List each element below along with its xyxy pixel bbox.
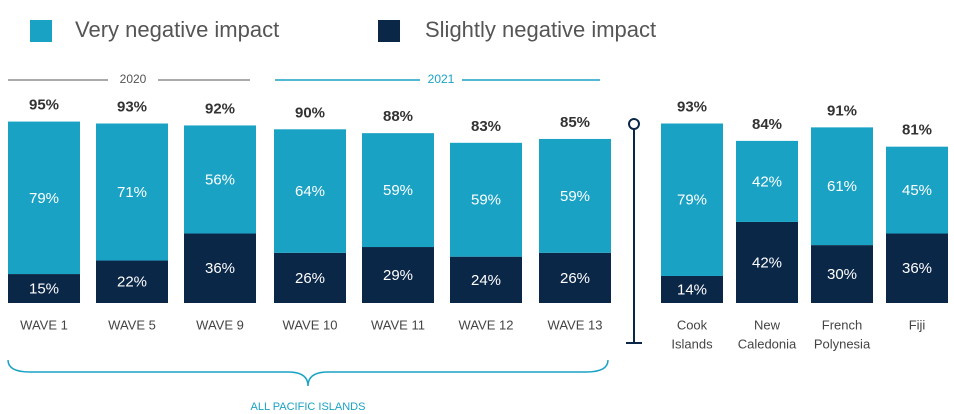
bar-segment (886, 233, 948, 303)
legend-label: Slightly negative impact (425, 17, 656, 42)
bar-segment (8, 274, 80, 303)
value-label: 15% (29, 280, 59, 297)
value-label: 59% (383, 182, 413, 199)
value-label: 36% (902, 260, 932, 277)
value-label: 56% (205, 171, 235, 188)
bar-segment (736, 221, 798, 303)
bar-segment (184, 233, 256, 303)
bar-segment (539, 252, 611, 303)
bar-segment (736, 140, 798, 222)
total-label: 90% (295, 104, 325, 121)
x-tick-label: Polynesia (814, 336, 871, 351)
value-label: 14% (677, 281, 707, 298)
bar-segment (96, 123, 168, 261)
value-label: 59% (471, 192, 501, 209)
total-label: 88% (383, 108, 413, 125)
period-label: 2020 (120, 72, 147, 86)
bar-segment (8, 121, 80, 275)
x-tick-label: WAVE 10 (283, 317, 338, 332)
x-tick-label: French (822, 317, 862, 332)
bar-segment (661, 123, 723, 276)
value-label: 30% (827, 266, 857, 283)
x-tick-label: Cook (677, 317, 708, 332)
x-tick-label: WAVE 5 (108, 317, 156, 332)
value-label: 45% (902, 182, 932, 199)
group-brace (7, 359, 609, 387)
total-label: 92% (205, 100, 235, 117)
bar-segment (450, 256, 522, 303)
value-label: 36% (205, 260, 235, 277)
period-label: 2021 (428, 72, 455, 86)
value-label: 24% (471, 272, 501, 289)
total-label: 93% (677, 98, 707, 115)
bar-segment (96, 260, 168, 303)
x-tick-label: New (754, 317, 781, 332)
x-tick-label: WAVE 1 (20, 317, 68, 332)
legend-label: Very negative impact (75, 17, 279, 42)
group-label: ALL PACIFIC ISLANDS (251, 401, 366, 413)
x-tick-label: WAVE 13 (548, 317, 603, 332)
bar-segment (184, 125, 256, 234)
separator-cap (628, 118, 640, 130)
value-label: 42% (752, 173, 782, 190)
total-label: 81% (902, 122, 932, 139)
bar-segment (811, 127, 873, 246)
value-label: 79% (677, 192, 707, 209)
bar-segment (539, 138, 611, 253)
x-tick-label: Islands (671, 336, 713, 351)
value-label: 71% (117, 184, 147, 201)
total-label: 91% (827, 102, 857, 119)
value-label: 64% (295, 183, 325, 200)
total-label: 83% (471, 118, 501, 135)
value-label: 29% (383, 267, 413, 284)
bar-segment (274, 252, 346, 303)
x-tick-label: WAVE 11 (371, 317, 425, 332)
total-label: 85% (560, 114, 590, 131)
x-tick-label: WAVE 9 (196, 317, 244, 332)
x-tick-label: WAVE 12 (459, 317, 514, 332)
bar-segment (811, 245, 873, 303)
value-label: 22% (117, 274, 147, 291)
value-label: 59% (560, 188, 590, 205)
value-label: 61% (827, 178, 857, 195)
bar-segment (362, 247, 434, 303)
total-label: 84% (752, 116, 782, 133)
total-label: 95% (29, 97, 59, 114)
legend-swatch (378, 20, 400, 42)
x-tick-label: Fiji (909, 317, 926, 332)
value-label: 42% (752, 254, 782, 271)
bar-segment (450, 142, 522, 257)
value-label: 26% (295, 270, 325, 287)
value-label: 79% (29, 190, 59, 207)
total-label: 93% (117, 98, 147, 115)
legend-swatch (30, 20, 52, 42)
bar-segment (362, 133, 434, 248)
bar-segment (661, 275, 723, 303)
x-tick-label: Caledonia (738, 336, 797, 351)
value-label: 26% (560, 270, 590, 287)
bar-segment (274, 129, 346, 253)
bar-segment (886, 146, 948, 234)
